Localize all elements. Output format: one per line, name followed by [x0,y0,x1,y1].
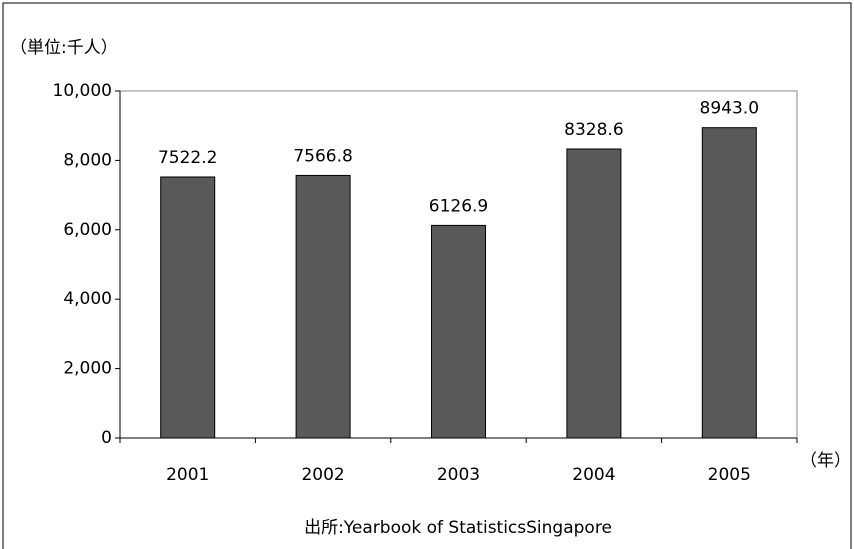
data-label: 8943.0 [700,99,759,119]
y-tick-label: 10,000 [53,81,112,101]
source: 出所:Yearbook of StatisticsSingapore [304,518,612,538]
y-tick-label: 4,000 [63,289,112,309]
bar [701,127,757,439]
x-tick-label: 2003 [437,465,480,485]
y-tick-label: 8,000 [63,150,112,170]
data-label: 6126.9 [429,196,488,216]
bar [566,148,622,439]
data-label: 7522.2 [158,148,217,168]
y-tick-label: 0 [101,428,112,448]
x-tick-label: 2004 [572,465,615,485]
bar [160,176,216,439]
data-label: 8328.6 [564,120,623,140]
x-unit-label: （年） [800,451,851,471]
plot-border [120,90,798,438]
bar [295,174,351,439]
x-tick-label: 2001 [166,465,209,485]
data-label: 7566.8 [293,146,352,166]
bar [431,224,486,439]
x-tick-label: 2002 [301,465,344,485]
y-tick-label: 6,000 [63,220,112,240]
y-tick-label: 2,000 [63,359,112,379]
unit-label: （単位:千人） [10,38,118,58]
x-tick-label: 2005 [708,465,751,485]
